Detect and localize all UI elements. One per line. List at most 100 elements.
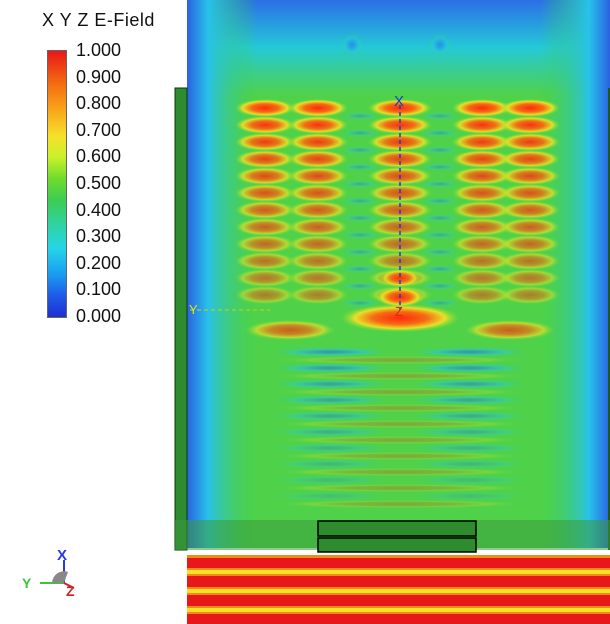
field-lobe bbox=[420, 146, 460, 154]
field-lobe bbox=[500, 286, 560, 304]
field-lobe bbox=[235, 286, 295, 304]
field-lobe bbox=[270, 491, 390, 501]
field-lobe bbox=[452, 133, 512, 151]
color-scale-tick: 0.500 bbox=[76, 173, 122, 193]
field-lobe bbox=[340, 163, 380, 171]
field-lobe bbox=[420, 214, 460, 222]
field-lobe bbox=[410, 443, 530, 453]
color-scale-tick: 0.700 bbox=[76, 119, 122, 140]
field-lobe bbox=[500, 167, 560, 185]
field-lobe bbox=[288, 167, 348, 185]
bottom-stripes bbox=[187, 555, 610, 624]
feed-block-upper bbox=[317, 520, 477, 537]
field-lobe bbox=[420, 248, 460, 256]
field-lobe bbox=[452, 269, 512, 287]
field-lobe bbox=[340, 214, 380, 222]
field-lobe bbox=[368, 150, 432, 168]
field-lobe bbox=[500, 269, 560, 287]
field-lobe bbox=[410, 363, 530, 373]
field-lobe bbox=[280, 500, 520, 508]
field-lobe bbox=[410, 427, 530, 437]
triad-y-label: Y bbox=[22, 575, 32, 591]
field-lobe bbox=[280, 452, 520, 460]
field-lobe bbox=[452, 167, 512, 185]
legend-title: X Y Z E-Field bbox=[42, 10, 155, 30]
field-lobe bbox=[288, 235, 348, 253]
field-lobe bbox=[340, 282, 380, 290]
field-lobe bbox=[340, 112, 380, 120]
field-lobe bbox=[368, 235, 432, 253]
field-lobe bbox=[280, 388, 520, 396]
field-lobe bbox=[340, 129, 380, 137]
field-lobe bbox=[340, 304, 460, 332]
field-lobe bbox=[280, 372, 520, 380]
field-lobe bbox=[288, 150, 348, 168]
field-lobe bbox=[500, 201, 560, 219]
axis-triad: X Y Z bbox=[22, 547, 75, 599]
field-lobe bbox=[452, 99, 512, 117]
field-lobe bbox=[410, 491, 530, 501]
field-lobe bbox=[288, 269, 348, 287]
color-scale-tick: 0.100 bbox=[76, 279, 122, 300]
field-lobe bbox=[235, 201, 295, 219]
field-lobe bbox=[245, 320, 335, 340]
field-lobe bbox=[270, 411, 390, 421]
field-lobe bbox=[280, 356, 520, 364]
field-lobe bbox=[288, 201, 348, 219]
field-lobe bbox=[288, 252, 348, 270]
color-scale-tick: 0.000 bbox=[76, 306, 122, 326]
field-lobe bbox=[500, 99, 560, 117]
field-lobe bbox=[288, 133, 348, 151]
field-lobe bbox=[235, 133, 295, 151]
field-lobe bbox=[500, 184, 560, 202]
color-scale-tick: 0.300 bbox=[76, 226, 122, 247]
field-lobe bbox=[452, 218, 512, 236]
field-lobe bbox=[270, 363, 390, 373]
field-lobe bbox=[500, 116, 560, 134]
field-lobe bbox=[410, 459, 530, 469]
field-lobe bbox=[235, 184, 295, 202]
field-lobe bbox=[410, 379, 530, 389]
field-lobe bbox=[288, 218, 348, 236]
field-lobe bbox=[235, 167, 295, 185]
field-lobe bbox=[420, 129, 460, 137]
field-lobe bbox=[235, 99, 295, 117]
field-lobe bbox=[288, 116, 348, 134]
field-lobe bbox=[380, 269, 420, 287]
field-lobe bbox=[280, 484, 520, 492]
field-lobe bbox=[340, 265, 380, 273]
field-lobe bbox=[465, 320, 555, 340]
marker-x: X bbox=[394, 93, 404, 110]
field-map bbox=[187, 0, 610, 548]
field-lobe bbox=[280, 436, 520, 444]
field-lobe bbox=[280, 420, 520, 428]
field-lobe bbox=[410, 347, 530, 357]
field-lobe bbox=[340, 146, 380, 154]
field-lobe bbox=[500, 235, 560, 253]
field-lobe bbox=[452, 286, 512, 304]
field-lobe bbox=[420, 197, 460, 205]
field-lobe bbox=[420, 112, 460, 120]
field-lobe bbox=[235, 269, 295, 287]
field-lobe bbox=[500, 218, 560, 236]
field-lobe bbox=[340, 231, 380, 239]
field-lobe bbox=[270, 395, 390, 405]
field-lobe bbox=[340, 180, 380, 188]
field-lobe bbox=[452, 184, 512, 202]
field-lobe bbox=[368, 116, 432, 134]
field-lobe bbox=[235, 218, 295, 236]
field-lobe bbox=[420, 282, 460, 290]
color-scale-tick: 0.200 bbox=[76, 252, 122, 273]
triad-z-label: Z bbox=[66, 583, 75, 599]
field-lobe bbox=[235, 235, 295, 253]
color-scale-tick: 1.000 bbox=[76, 40, 122, 60]
field-lobe bbox=[452, 252, 512, 270]
triad-x-label: X bbox=[57, 547, 67, 564]
marker-y: Y bbox=[189, 302, 198, 317]
field-lobe bbox=[420, 180, 460, 188]
field-lobe bbox=[280, 404, 520, 412]
field-lobe bbox=[410, 411, 530, 421]
field-lobe bbox=[410, 475, 530, 485]
field-lobe bbox=[420, 231, 460, 239]
field-lobe bbox=[288, 99, 348, 117]
